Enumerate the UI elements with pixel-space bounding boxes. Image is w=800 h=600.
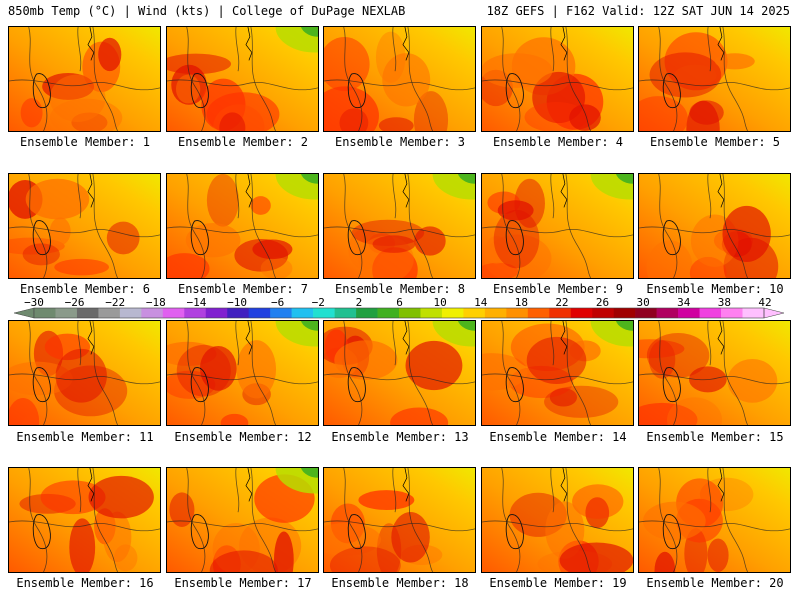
ensemble-map-panel	[166, 467, 319, 573]
color-scale-tick-label: 22	[555, 296, 569, 309]
ensemble-map-panel	[166, 26, 319, 132]
color-scale-tick-label: −10	[227, 296, 247, 309]
color-scale-tick-label: −18	[145, 296, 166, 309]
color-scale-segment	[119, 308, 142, 318]
color-scale-segment	[55, 308, 78, 318]
ensemble-member-label: Ensemble Member: 20	[646, 576, 784, 590]
color-scale-segment	[162, 308, 185, 318]
color-scale-tick-label: −14	[186, 296, 207, 309]
color-scale-tick-label: 38	[717, 296, 731, 309]
color-scale-tick-label: −2	[311, 296, 325, 309]
color-scale-tick-label: 42	[758, 296, 772, 309]
color-scale-segment	[205, 308, 228, 318]
color-scale-tick-label: −22	[105, 296, 126, 309]
color-scale-labels: −30 −26 −22 −18 −14 −10 −6 −2 2 6 10 14 18 22 26 30 34 38…	[0, 296, 800, 309]
ensemble-member-label: Ensemble Member: 13	[331, 430, 469, 444]
color-scale-tick-label: 34	[677, 296, 691, 309]
valid-time-label: 18Z GEFS | F162 Valid: 12Z SAT JUN 14 20…	[486, 4, 790, 18]
color-scale-max-arrow	[763, 307, 784, 319]
color-scale-tick-label: −26	[64, 296, 85, 309]
ensemble-map-panel	[323, 320, 476, 426]
color-scale-segment	[613, 308, 636, 318]
ensemble-map-panel	[481, 467, 634, 573]
color-scale-segment	[420, 308, 443, 318]
color-scale-segment	[592, 308, 615, 318]
color-scale-segment	[699, 308, 722, 318]
ensemble-map-panel	[481, 320, 634, 426]
color-scale-segment	[721, 308, 743, 318]
ensemble-member-label: Ensemble Member: 7	[177, 282, 309, 296]
color-scale-segment	[377, 308, 400, 318]
ensemble-member-label: Ensemble Member: 14	[489, 430, 627, 444]
ensemble-member-label: Ensemble Member: 15	[646, 430, 784, 444]
ensemble-member-label: Ensemble Member: 11	[16, 430, 154, 444]
color-scale-segment	[227, 308, 250, 318]
ensemble-member-label: Ensemble Member: 4	[492, 135, 624, 149]
color-scale-segment	[506, 308, 529, 318]
ensemble-map-panel	[323, 26, 476, 132]
ensemble-map-panel	[323, 467, 476, 573]
color-scale-segment	[549, 308, 572, 318]
color-scale-tick-label: 2	[355, 296, 363, 309]
color-scale-tick-label: 30	[636, 296, 650, 309]
ensemble-map-panel	[166, 320, 319, 426]
color-scale-tick-label: 18	[514, 296, 528, 309]
color-scale-segment	[334, 308, 357, 318]
color-scale-segment	[570, 308, 593, 318]
ensemble-map-panel	[166, 173, 319, 279]
color-scale-segment	[34, 308, 56, 318]
ensemble-member-label: Ensemble Member: 6	[19, 282, 151, 296]
ensemble-member-label: Ensemble Member: 3	[334, 135, 466, 149]
temperature-color-scale	[14, 307, 784, 319]
color-scale-segment	[291, 308, 314, 318]
color-scale-min-arrow	[14, 307, 35, 319]
ensemble-map-panel	[638, 467, 791, 573]
color-scale-tick-label: 6	[396, 296, 403, 309]
color-scale-segment	[742, 308, 765, 318]
color-scale-segment	[313, 308, 335, 318]
ensemble-map-panel	[481, 26, 634, 132]
ensemble-member-label: Ensemble Member: 18	[331, 576, 469, 590]
color-scale-segment	[248, 308, 271, 318]
ensemble-map-panel	[638, 26, 791, 132]
ensemble-member-label: Ensemble Member: 12	[174, 430, 312, 444]
color-scale-tick-label: −30	[24, 296, 44, 309]
color-scale-segment	[635, 308, 657, 318]
ensemble-map-panel	[8, 320, 161, 426]
ensemble-member-label: Ensemble Member: 8	[334, 282, 466, 296]
color-scale-segment	[141, 308, 164, 318]
color-scale-segment	[441, 308, 464, 318]
ensemble-map-panel	[8, 26, 161, 132]
ensemble-member-label: Ensemble Member: 9	[492, 282, 624, 296]
color-scale-tick-label: 10	[433, 296, 447, 309]
color-scale-tick-label: 26	[595, 296, 610, 309]
ensemble-member-label: Ensemble Member: 10	[646, 282, 784, 296]
ensemble-map-panel	[8, 173, 161, 279]
color-scale-tick-label: −6	[271, 296, 285, 309]
ensemble-member-label: Ensemble Member: 1	[19, 135, 151, 149]
color-scale-segment	[270, 308, 292, 318]
color-scale-segment	[656, 308, 679, 318]
color-scale-segment	[184, 308, 207, 318]
color-scale-segment	[399, 308, 421, 318]
color-scale-segment	[527, 308, 550, 318]
ensemble-member-label: Ensemble Member: 19	[489, 576, 627, 590]
color-scale-segment	[98, 308, 121, 318]
color-scale-segment	[76, 308, 99, 318]
color-scale-segment	[484, 308, 507, 318]
ensemble-map-panel	[638, 173, 791, 279]
color-scale-segment	[356, 308, 378, 318]
ensemble-map-panel	[481, 173, 634, 279]
ensemble-member-label: Ensemble Member: 5	[649, 135, 781, 149]
color-scale-segment	[678, 308, 700, 318]
color-scale-tick-label: 14	[474, 296, 488, 309]
ensemble-member-label: Ensemble Member: 2	[177, 135, 309, 149]
ensemble-map-panel	[323, 173, 476, 279]
ensemble-member-label: Ensemble Member: 16	[16, 576, 154, 590]
ensemble-map-panel	[638, 320, 791, 426]
ensemble-map-panel	[8, 467, 161, 573]
map-title: 850mb Temp (°C) | Wind (kts) | College o…	[8, 4, 406, 18]
color-scale-segment	[463, 308, 486, 318]
ensemble-member-label: Ensemble Member: 17	[174, 576, 312, 590]
